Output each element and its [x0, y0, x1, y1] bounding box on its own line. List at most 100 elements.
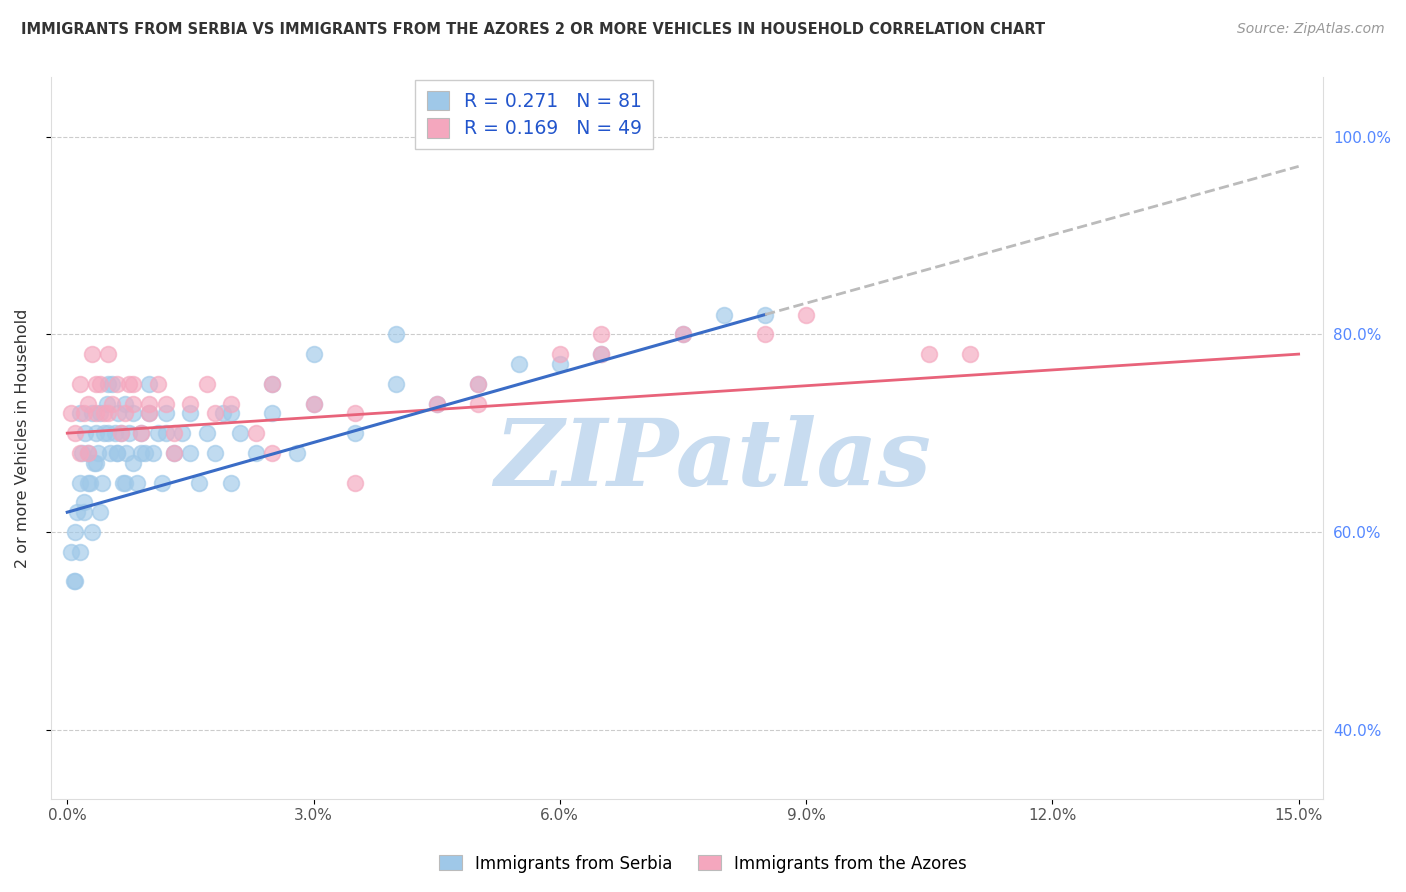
- Point: [65, 426, 87, 441]
- Point: [98, 446, 121, 460]
- Point: [221, 396, 243, 410]
- Point: [101, 376, 124, 391]
- Point: [93, 426, 115, 441]
- Point: [93, 406, 115, 420]
- Point: [96, 396, 118, 410]
- Point: [60, 545, 83, 559]
- Point: [60, 406, 83, 420]
- Point: [90, 475, 112, 490]
- Point: [105, 446, 128, 460]
- Point: [122, 456, 145, 470]
- Point: [66, 505, 89, 519]
- Point: [195, 426, 218, 441]
- Point: [426, 396, 449, 410]
- Point: [84, 376, 107, 391]
- Point: [426, 396, 449, 410]
- Legend: R = 0.271   N = 81, R = 0.169   N = 49: R = 0.271 N = 81, R = 0.169 N = 49: [415, 79, 654, 150]
- Point: [105, 376, 128, 391]
- Point: [65, 574, 87, 589]
- Legend: Immigrants from Serbia, Immigrants from the Azores: Immigrants from Serbia, Immigrants from …: [432, 848, 974, 880]
- Point: [343, 406, 366, 420]
- Point: [918, 347, 941, 361]
- Point: [97, 376, 120, 391]
- Point: [467, 376, 489, 391]
- Point: [84, 426, 107, 441]
- Point: [179, 396, 201, 410]
- Point: [204, 406, 226, 420]
- Point: [262, 446, 284, 460]
- Point: [70, 446, 93, 460]
- Point: [84, 406, 107, 420]
- Point: [163, 446, 186, 460]
- Point: [195, 376, 218, 391]
- Point: [73, 505, 96, 519]
- Point: [76, 475, 98, 490]
- Point: [138, 376, 160, 391]
- Point: [83, 456, 105, 470]
- Point: [142, 446, 165, 460]
- Point: [245, 426, 267, 441]
- Point: [114, 406, 136, 420]
- Point: [76, 446, 98, 460]
- Text: ZIPatlas: ZIPatlas: [494, 415, 931, 505]
- Point: [73, 406, 96, 420]
- Point: [146, 376, 169, 391]
- Point: [713, 308, 735, 322]
- Point: [138, 406, 160, 420]
- Point: [187, 475, 209, 490]
- Point: [87, 446, 110, 460]
- Point: [69, 545, 91, 559]
- Point: [155, 406, 177, 420]
- Point: [589, 347, 612, 361]
- Point: [204, 446, 226, 460]
- Point: [285, 446, 308, 460]
- Point: [672, 327, 695, 342]
- Point: [343, 475, 366, 490]
- Point: [179, 446, 201, 460]
- Point: [384, 376, 406, 391]
- Point: [262, 376, 284, 391]
- Point: [105, 446, 128, 460]
- Point: [794, 308, 817, 322]
- Point: [80, 406, 103, 420]
- Point: [122, 406, 145, 420]
- Y-axis label: 2 or more Vehicles in Household: 2 or more Vehicles in Household: [15, 309, 30, 568]
- Point: [589, 327, 612, 342]
- Point: [76, 446, 98, 460]
- Point: [114, 475, 136, 490]
- Point: [302, 347, 325, 361]
- Point: [107, 406, 129, 420]
- Point: [97, 347, 120, 361]
- Point: [302, 396, 325, 410]
- Point: [115, 446, 138, 460]
- Point: [508, 357, 530, 371]
- Point: [959, 347, 981, 361]
- Point: [118, 376, 141, 391]
- Point: [262, 376, 284, 391]
- Point: [114, 396, 136, 410]
- Point: [122, 376, 145, 391]
- Point: [212, 406, 235, 420]
- Point: [101, 396, 124, 410]
- Point: [343, 426, 366, 441]
- Text: IMMIGRANTS FROM SERBIA VS IMMIGRANTS FROM THE AZORES 2 OR MORE VEHICLES IN HOUSE: IMMIGRANTS FROM SERBIA VS IMMIGRANTS FRO…: [21, 22, 1045, 37]
- Point: [122, 396, 145, 410]
- Point: [80, 524, 103, 539]
- Point: [69, 446, 91, 460]
- Point: [228, 426, 250, 441]
- Point: [69, 376, 91, 391]
- Point: [112, 475, 135, 490]
- Point: [179, 406, 201, 420]
- Point: [245, 446, 267, 460]
- Point: [754, 308, 776, 322]
- Point: [65, 524, 87, 539]
- Point: [89, 376, 111, 391]
- Point: [129, 446, 152, 460]
- Point: [75, 426, 97, 441]
- Point: [138, 396, 160, 410]
- Point: [467, 396, 489, 410]
- Point: [84, 456, 107, 470]
- Point: [110, 426, 132, 441]
- Point: [221, 475, 243, 490]
- Point: [73, 495, 96, 509]
